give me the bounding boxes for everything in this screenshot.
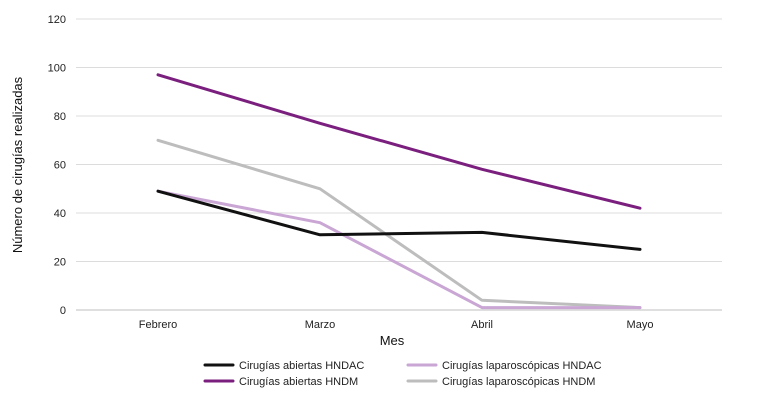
series-line-4 (156, 138, 642, 310)
y-tick-label: 40 (54, 208, 66, 220)
x-tick-label: Abril (471, 319, 493, 331)
x-tick-label: Febrero (139, 319, 178, 331)
y-tick-label: 120 (48, 14, 66, 26)
y-tick-label: 80 (54, 111, 66, 123)
legend-label: Cirugías abiertas HNDAC (239, 360, 364, 372)
series-lines (156, 73, 642, 310)
legend-label: Cirugías laparoscópicas HNDAC (442, 360, 602, 372)
x-tick-label: Marzo (305, 319, 336, 331)
x-axis-ticks: Febrero Marzo Abril Mayo (139, 319, 654, 331)
series-line-2 (156, 73, 642, 210)
y-axis-ticks: 0 20 40 60 80 100 120 (48, 14, 66, 317)
y-tick-label: 0 (60, 305, 66, 317)
gridlines (76, 18, 722, 311)
series-line-1 (156, 189, 642, 251)
y-axis-title: Número de cirugías realizadas (10, 76, 25, 253)
x-tick-label: Mayo (627, 319, 654, 331)
y-tick-label: 20 (54, 257, 66, 269)
series-line-3 (156, 189, 642, 310)
y-tick-label: 60 (54, 160, 66, 172)
legend: Cirugías abiertas HNDAC Cirugías laparosc… (203, 360, 602, 388)
x-axis-title: Mes (380, 333, 405, 348)
legend-label: Cirugías abiertas HNDM (239, 376, 358, 388)
y-tick-label: 100 (48, 63, 66, 75)
legend-label: Cirugías laparoscópicas HNDM (442, 376, 595, 388)
